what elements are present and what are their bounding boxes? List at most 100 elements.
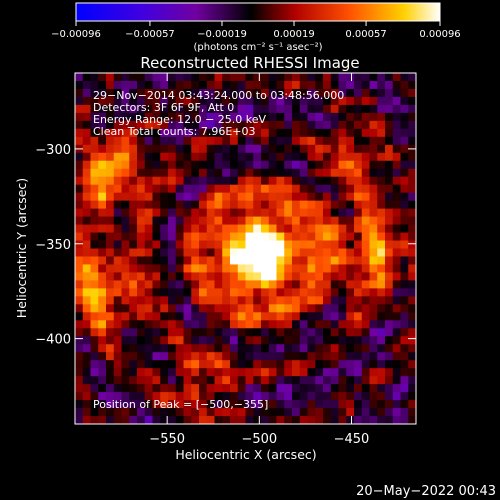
heatmap-cell (408, 88, 416, 98)
heatmap-cell (253, 192, 262, 202)
heatmap-cell (361, 224, 371, 234)
heatmap-cell (346, 80, 355, 90)
heatmap-cell (338, 216, 347, 226)
heatmap-cell (168, 168, 177, 178)
heatmap-cell (113, 192, 123, 202)
heatmap-cell (338, 272, 347, 282)
heatmap-cell (82, 304, 92, 313)
heatmap-cell (400, 320, 409, 329)
heatmap-image (75, 73, 416, 424)
heatmap-cell (206, 192, 216, 202)
heatmap-cell (160, 264, 169, 274)
heatmap-cell (408, 264, 416, 274)
heatmap-cell (276, 168, 285, 178)
heatmap-cell (330, 320, 340, 329)
heatmap-cell (121, 256, 130, 266)
heatmap-cell (354, 376, 363, 385)
heatmap-cell (206, 384, 216, 393)
heatmap-cell (168, 192, 177, 202)
heatmap-cell (315, 392, 324, 401)
heatmap-cell (121, 144, 130, 154)
heatmap-cell (361, 184, 371, 194)
heatmap-cell (354, 272, 363, 282)
heatmap-cell (299, 112, 309, 122)
heatmap-cell (191, 368, 200, 377)
heatmap-cell (144, 248, 154, 258)
heatmap-cell (369, 368, 378, 377)
heatmap-cell (385, 368, 394, 377)
heatmap-cell (354, 344, 363, 353)
heatmap-cell (369, 112, 378, 122)
heatmap-cell (183, 368, 192, 377)
heatmap-cell (369, 73, 378, 82)
heatmap-cell (307, 296, 316, 305)
heatmap-cell (307, 200, 316, 210)
heatmap-cell (214, 288, 223, 297)
heatmap-cell (137, 288, 146, 297)
heatmap-cell (129, 96, 138, 106)
heatmap-cell (175, 240, 185, 250)
heatmap-cell (222, 96, 231, 106)
heatmap-cell (222, 288, 231, 297)
heatmap-cell (253, 240, 262, 250)
heatmap-cell (330, 88, 340, 98)
heatmap-cell (144, 224, 154, 234)
heatmap-cell (315, 288, 324, 297)
heatmap-cell (299, 152, 309, 162)
heatmap-cell (121, 104, 130, 114)
heatmap-cell (206, 264, 216, 274)
heatmap-cell (392, 344, 402, 353)
heatmap-cell (230, 304, 239, 313)
heatmap-cell (98, 384, 107, 393)
heatmap-cell (98, 400, 107, 409)
heatmap-cell (354, 416, 363, 424)
heatmap-cell (253, 304, 262, 313)
heatmap-cell (160, 256, 169, 266)
heatmap-cell (175, 304, 185, 313)
heatmap-cell (338, 232, 347, 242)
y-tick-label: −350 (35, 238, 71, 253)
heatmap-cell (354, 320, 363, 329)
heatmap-cell (315, 344, 324, 353)
heatmap-cell (214, 240, 223, 250)
heatmap-cell (106, 392, 115, 401)
heatmap-cell (82, 320, 92, 329)
heatmap-cell (237, 416, 247, 424)
heatmap-cell (160, 104, 169, 114)
heatmap-cell (315, 96, 324, 106)
heatmap-cell (222, 256, 231, 266)
heatmap-cell (106, 232, 115, 242)
heatmap-cell (121, 392, 130, 401)
heatmap-cell (307, 392, 316, 401)
heatmap-cell (261, 328, 270, 337)
heatmap-cell (392, 192, 402, 202)
heatmap-cell (152, 73, 161, 82)
heatmap-cell (276, 280, 285, 289)
heatmap-cell (292, 144, 301, 154)
heatmap-cell (408, 192, 416, 202)
heatmap-cell (75, 120, 84, 130)
heatmap-cell (230, 328, 239, 337)
heatmap-cell (292, 224, 301, 234)
heatmap-cell (75, 200, 84, 210)
heatmap-cell (400, 152, 409, 162)
heatmap-cell (377, 328, 386, 337)
heatmap-cell (330, 73, 340, 82)
heatmap-cell (137, 144, 146, 154)
heatmap-cell (98, 176, 107, 186)
heatmap-cell (377, 272, 386, 282)
heatmap-cell (90, 272, 99, 282)
heatmap-cell (338, 280, 347, 289)
heatmap-cell (144, 320, 154, 329)
heatmap-cell (144, 112, 154, 122)
heatmap-cell (369, 312, 378, 321)
heatmap-cell (175, 168, 185, 178)
heatmap-cell (369, 192, 378, 202)
heatmap-cell (75, 128, 84, 138)
heatmap-cell (268, 224, 278, 234)
heatmap-cell (82, 176, 92, 186)
heatmap-cell (121, 216, 130, 226)
heatmap-cell (82, 400, 92, 409)
heatmap-cell (175, 272, 185, 282)
heatmap-cell (261, 360, 270, 369)
